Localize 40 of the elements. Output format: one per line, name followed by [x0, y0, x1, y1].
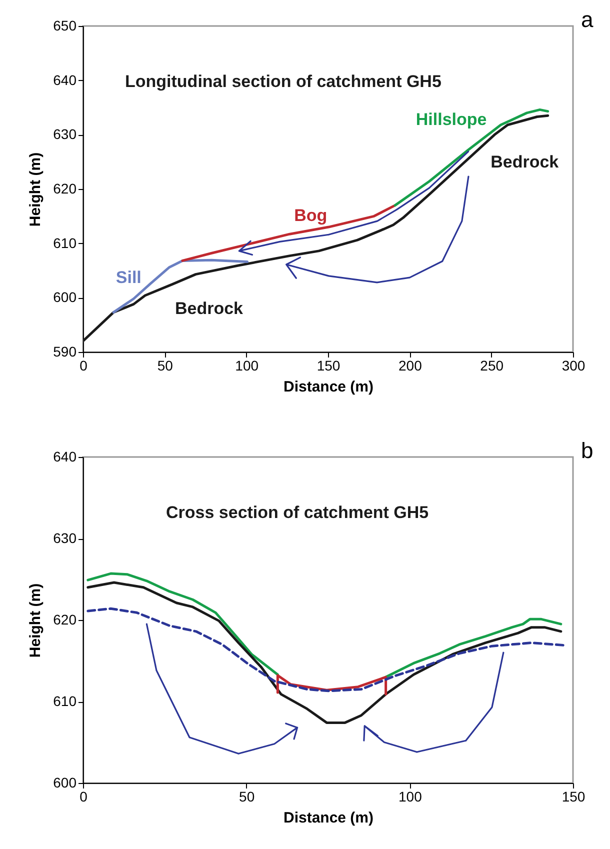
- x-tick-label: 50: [239, 788, 255, 804]
- y-tick-label: 650: [53, 18, 77, 34]
- x-tick-label: 100: [398, 788, 422, 804]
- x-axis-title: Distance (m): [283, 378, 374, 396]
- x-axis-title: Distance (m): [283, 810, 374, 826]
- series-label: Hillslope: [416, 110, 487, 129]
- x-tick-label: 150: [562, 788, 586, 804]
- y-axis-title: Height (m): [27, 152, 44, 227]
- x-tick-label: 150: [316, 358, 340, 374]
- y-tick-label: 630: [53, 126, 77, 142]
- y-tick-label: 600: [53, 289, 77, 306]
- y-tick-label: 610: [53, 693, 77, 709]
- line-series: [112, 258, 249, 314]
- y-tick-label: 590: [53, 344, 77, 360]
- y-tick-label: 630: [53, 530, 77, 546]
- line-series: [86, 581, 562, 724]
- y-tick-label: 640: [53, 448, 77, 464]
- y-tick-label: 600: [53, 774, 77, 790]
- x-tick-label: 0: [80, 358, 88, 374]
- text: a: [581, 7, 594, 32]
- text: Longitudinal section of catchment GH5: [125, 72, 442, 91]
- x-tick-label: 50: [157, 358, 174, 374]
- x-tick-label: 100: [235, 358, 259, 374]
- series-label: Bog: [294, 206, 328, 226]
- y-tick-label: 620: [53, 612, 77, 628]
- y-tick-label: 610: [53, 234, 77, 251]
- y-tick-label: 620: [53, 180, 77, 196]
- x-tick-label: 300: [562, 358, 586, 374]
- series-label: Bedrock: [490, 152, 560, 172]
- line-series: [181, 204, 396, 262]
- x-tick-label: 250: [480, 358, 504, 374]
- text: b: [581, 438, 594, 463]
- annotation: Bedrock: [174, 299, 244, 318]
- series-label: Sill: [116, 268, 142, 287]
- line-series: [86, 607, 566, 692]
- x-tick-label: 200: [398, 358, 422, 374]
- y-tick-label: 640: [53, 72, 77, 88]
- y-axis-title: Height (m): [27, 583, 44, 658]
- x-tick-label: 0: [80, 788, 88, 804]
- text: Cross section of catchment GH5: [166, 503, 429, 522]
